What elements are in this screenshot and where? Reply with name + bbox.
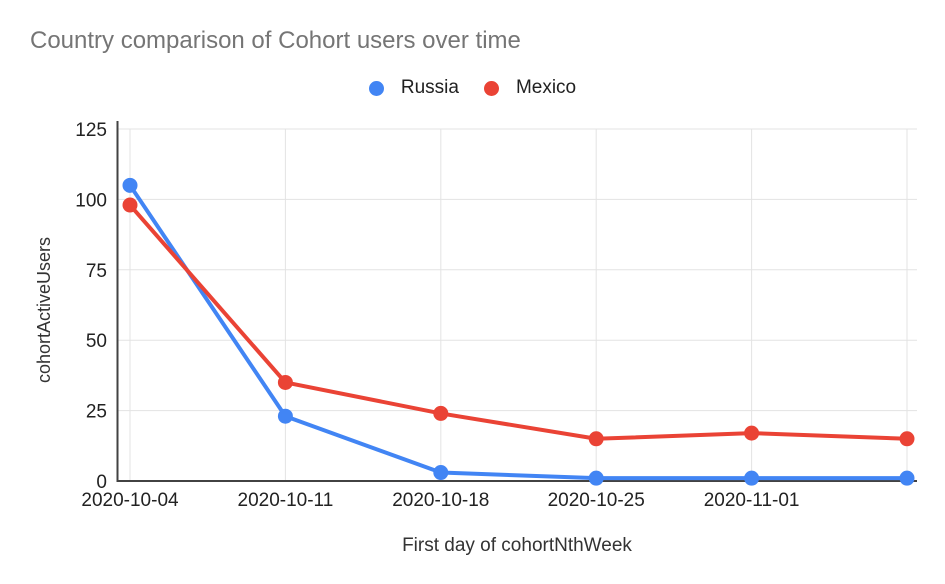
y-tick-label: 0 bbox=[96, 472, 107, 493]
legend: Russia Mexico bbox=[0, 77, 945, 99]
data-point-mexico bbox=[744, 425, 760, 441]
data-point-mexico bbox=[122, 197, 138, 213]
y-tick-label: 50 bbox=[86, 331, 107, 352]
y-tick-label: 100 bbox=[75, 190, 107, 211]
data-point-mexico bbox=[899, 431, 915, 447]
legend-dot-russia-icon bbox=[368, 80, 384, 96]
data-point-russia bbox=[899, 470, 915, 486]
data-point-mexico bbox=[433, 405, 449, 421]
series-line-russia bbox=[128, 183, 909, 481]
x-tick-label: 2020-10-04 bbox=[81, 490, 179, 511]
data-point-mexico bbox=[277, 374, 293, 390]
y-tick-label: 25 bbox=[86, 402, 107, 423]
data-point-russia bbox=[744, 470, 760, 486]
x-tick-label: 2020-10-11 bbox=[238, 490, 334, 511]
x-axis-title: First day of cohortNthWeek bbox=[402, 535, 632, 556]
data-point-russia bbox=[433, 465, 449, 481]
y-tick-label: 125 bbox=[75, 120, 107, 141]
data-point-mexico bbox=[588, 431, 604, 447]
chart-title: Country comparison of Cohort users over … bbox=[30, 27, 521, 54]
data-point-russia bbox=[122, 177, 138, 193]
y-axis-title: cohortActiveUsers bbox=[34, 236, 54, 384]
x-tick-label: 2020-11-01 bbox=[704, 490, 800, 511]
legend-label-russia: Russia bbox=[400, 77, 459, 98]
legend-item-mexico: Mexico bbox=[483, 77, 577, 99]
legend-dot-mexico-icon bbox=[483, 80, 499, 96]
x-tick-label: 2020-10-18 bbox=[392, 490, 489, 511]
legend-item-russia: Russia bbox=[368, 77, 459, 99]
series-line-mexico bbox=[128, 203, 909, 441]
data-point-russia bbox=[277, 408, 293, 424]
y-tick-label: 75 bbox=[86, 261, 107, 282]
data-point-russia bbox=[588, 470, 604, 486]
x-tick-label: 2020-10-25 bbox=[548, 490, 645, 511]
legend-label-mexico: Mexico bbox=[515, 77, 577, 98]
